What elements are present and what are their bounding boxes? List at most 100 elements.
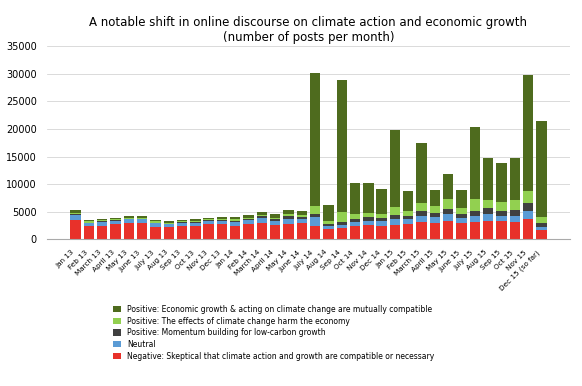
Bar bbox=[336, 222, 347, 225]
Bar bbox=[483, 214, 494, 220]
Bar bbox=[336, 80, 347, 212]
Bar bbox=[377, 189, 387, 214]
Bar bbox=[336, 228, 347, 239]
Bar bbox=[84, 223, 94, 226]
Bar bbox=[257, 218, 267, 223]
Bar bbox=[470, 222, 480, 239]
Bar bbox=[190, 222, 201, 223]
Bar bbox=[496, 163, 506, 202]
Bar bbox=[443, 174, 453, 199]
Bar bbox=[217, 220, 227, 224]
Bar bbox=[310, 225, 320, 239]
Bar bbox=[257, 223, 267, 239]
Bar bbox=[510, 210, 520, 216]
Bar bbox=[416, 211, 427, 216]
Bar bbox=[443, 209, 453, 214]
Bar bbox=[204, 219, 214, 220]
Bar bbox=[217, 224, 227, 239]
Bar bbox=[310, 217, 320, 225]
Bar bbox=[470, 211, 480, 216]
Bar bbox=[430, 217, 440, 223]
Bar bbox=[323, 205, 333, 222]
Bar bbox=[230, 225, 240, 239]
Bar bbox=[297, 217, 307, 219]
Bar bbox=[111, 220, 120, 224]
Bar bbox=[243, 215, 254, 218]
Bar bbox=[310, 214, 320, 217]
Bar bbox=[350, 218, 360, 222]
Bar bbox=[456, 218, 467, 223]
Bar bbox=[243, 220, 254, 224]
Bar bbox=[323, 223, 333, 225]
Bar bbox=[164, 223, 174, 224]
Bar bbox=[430, 213, 440, 217]
Bar bbox=[257, 215, 267, 217]
Bar bbox=[483, 158, 494, 200]
Bar bbox=[283, 210, 294, 214]
Bar bbox=[377, 221, 387, 225]
Bar bbox=[456, 214, 467, 218]
Bar bbox=[243, 219, 254, 220]
Bar bbox=[257, 212, 267, 215]
Bar bbox=[483, 208, 494, 214]
Bar bbox=[496, 216, 506, 221]
Bar bbox=[70, 220, 81, 239]
Bar bbox=[523, 219, 533, 239]
Bar bbox=[137, 216, 147, 218]
Bar bbox=[336, 212, 347, 222]
Bar bbox=[283, 219, 294, 224]
Bar bbox=[363, 220, 374, 225]
Bar bbox=[70, 213, 81, 214]
Bar bbox=[523, 75, 533, 191]
Bar bbox=[270, 225, 281, 239]
Bar bbox=[164, 222, 174, 223]
Bar bbox=[123, 218, 134, 220]
Bar bbox=[523, 203, 533, 211]
Bar bbox=[150, 227, 161, 239]
Bar bbox=[496, 211, 506, 216]
Bar bbox=[137, 218, 147, 220]
Bar bbox=[510, 158, 520, 200]
Bar bbox=[377, 214, 387, 218]
Bar bbox=[430, 206, 440, 213]
Bar bbox=[390, 207, 400, 215]
Bar bbox=[536, 223, 546, 227]
Bar bbox=[190, 219, 201, 221]
Bar bbox=[84, 226, 94, 239]
Bar bbox=[510, 216, 520, 222]
Bar bbox=[164, 224, 174, 227]
Bar bbox=[323, 225, 333, 229]
Bar bbox=[443, 214, 453, 221]
Bar bbox=[270, 218, 281, 219]
Bar bbox=[310, 73, 320, 206]
Bar bbox=[350, 222, 360, 226]
Bar bbox=[177, 220, 187, 221]
Bar bbox=[217, 218, 227, 220]
Bar bbox=[510, 222, 520, 239]
Bar bbox=[310, 206, 320, 214]
Bar bbox=[230, 217, 240, 220]
Bar bbox=[363, 213, 374, 217]
Bar bbox=[270, 221, 281, 225]
Bar bbox=[377, 218, 387, 221]
Bar bbox=[230, 222, 240, 225]
Bar bbox=[164, 227, 174, 239]
Bar bbox=[150, 220, 161, 222]
Bar bbox=[270, 219, 281, 221]
Bar bbox=[470, 198, 480, 211]
Bar bbox=[523, 211, 533, 219]
Bar bbox=[470, 216, 480, 222]
Bar bbox=[257, 217, 267, 218]
Bar bbox=[377, 225, 387, 239]
Bar bbox=[350, 226, 360, 239]
Bar bbox=[483, 220, 494, 239]
Bar bbox=[137, 220, 147, 223]
Bar bbox=[204, 221, 214, 224]
Bar bbox=[177, 222, 187, 223]
Bar bbox=[283, 214, 294, 217]
Bar bbox=[97, 220, 107, 222]
Bar bbox=[363, 225, 374, 239]
Bar bbox=[403, 191, 413, 211]
Bar bbox=[97, 219, 107, 220]
Bar bbox=[536, 217, 546, 223]
